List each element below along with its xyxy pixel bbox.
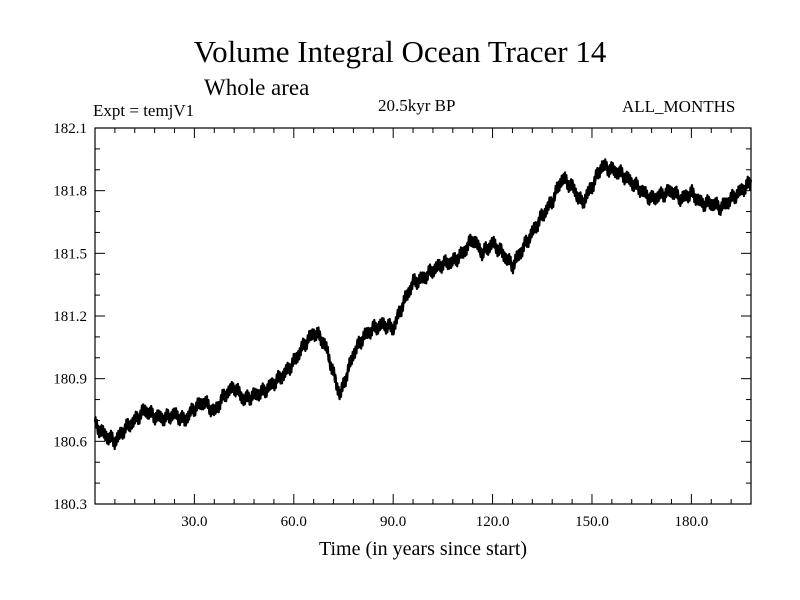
y-tick-label: 180.3 [53, 497, 87, 513]
axis-tick-labels: 30.0 60.0 90.0 120.0 150.0 180.0 180.3 180.6 180… [53, 121, 708, 530]
series-line [93, 158, 753, 451]
x-tick-label: 180.0 [674, 514, 708, 530]
chart-subtitle: Whole area [204, 75, 310, 100]
x-tick-label: 150.0 [575, 514, 609, 530]
months-label: ALL_MONTHS [622, 97, 736, 116]
y-tick-label: 181.2 [53, 309, 87, 325]
y-tick-label: 182.1 [53, 121, 87, 137]
y-tick-label: 180.9 [53, 372, 87, 388]
y-tick-label: 181.8 [53, 184, 87, 200]
x-tick-label: 90.0 [380, 514, 406, 530]
y-tick-label: 180.6 [53, 434, 87, 450]
x-axis-label: Time (in years since start) [318, 538, 528, 560]
plot-frame [94, 127, 752, 505]
x-tick-label: 30.0 [181, 514, 207, 530]
series-group [93, 158, 753, 451]
axis-ticks [95, 127, 752, 505]
chart-title: Volume Integral Ocean Tracer 14 [193, 34, 607, 69]
x-tick-label: 60.0 [281, 514, 307, 530]
y-tick-label: 181.5 [53, 246, 87, 262]
x-tick-label: 120.0 [476, 514, 510, 530]
period-label: 20.5kyr BP [378, 96, 456, 115]
experiment-label: Expt = temjV1 [93, 101, 195, 120]
